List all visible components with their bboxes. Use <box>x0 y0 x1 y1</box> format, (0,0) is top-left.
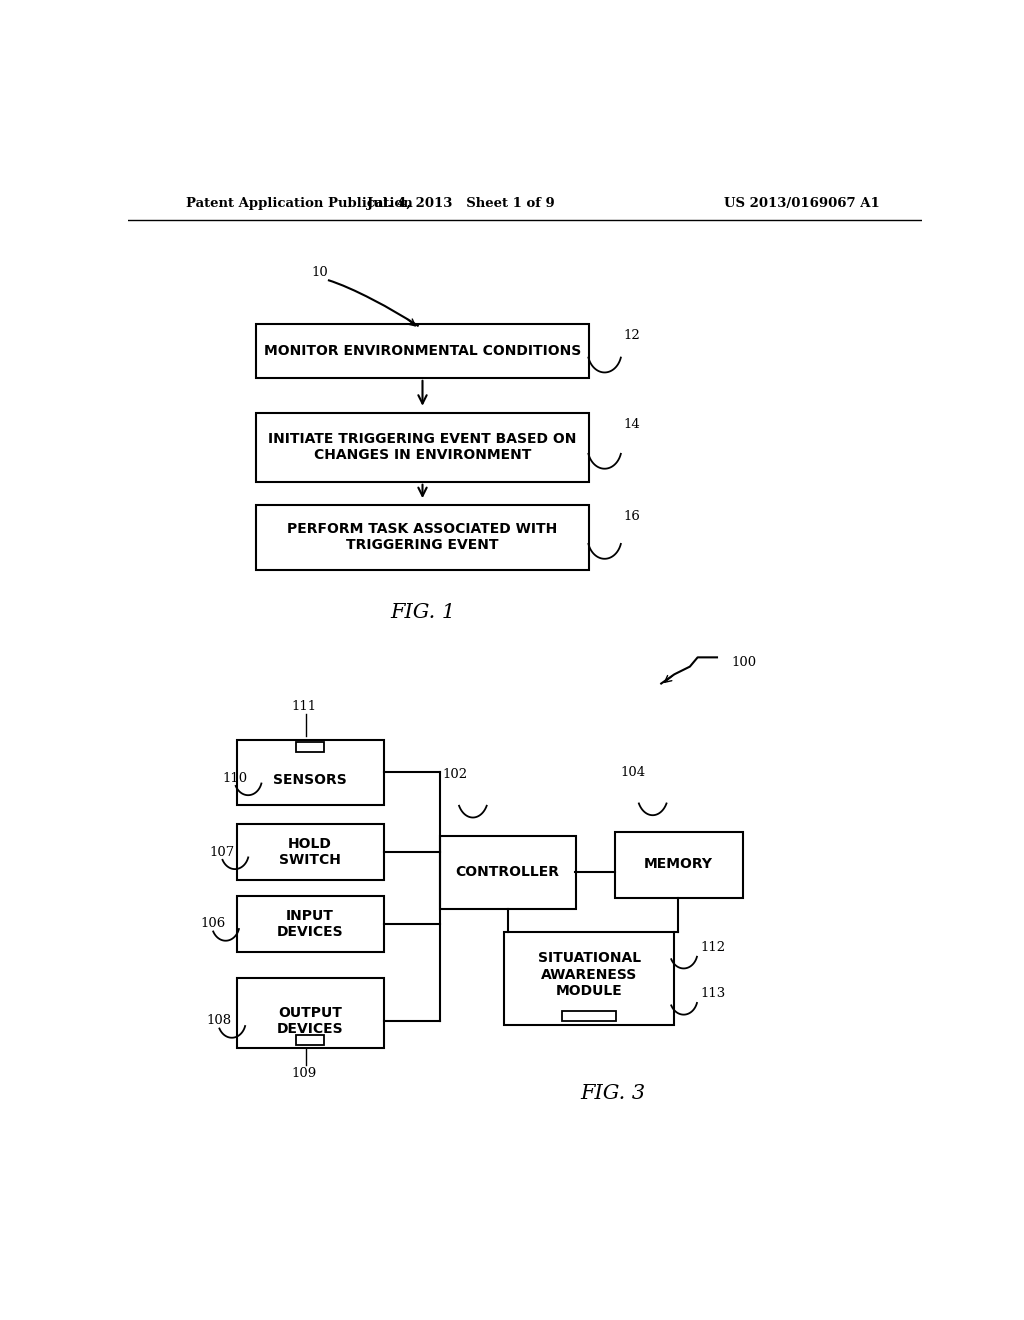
Text: INPUT
DEVICES: INPUT DEVICES <box>276 908 343 939</box>
Text: 109: 109 <box>291 1067 316 1080</box>
FancyBboxPatch shape <box>296 1035 324 1044</box>
FancyBboxPatch shape <box>237 978 384 1048</box>
Text: SITUATIONAL
AWARENESS
MODULE: SITUATIONAL AWARENESS MODULE <box>538 952 641 998</box>
Text: 111: 111 <box>292 700 316 713</box>
Text: SENSORS: SENSORS <box>273 772 347 787</box>
Text: 100: 100 <box>731 656 757 669</box>
Text: 10: 10 <box>312 265 329 279</box>
Text: HOLD
SWITCH: HOLD SWITCH <box>280 837 341 867</box>
Text: Patent Application Publication: Patent Application Publication <box>186 197 413 210</box>
Text: 104: 104 <box>621 766 646 779</box>
Text: 113: 113 <box>700 987 726 1001</box>
Text: 14: 14 <box>624 417 640 430</box>
Text: MEMORY: MEMORY <box>644 858 713 871</box>
Text: OUTPUT
DEVICES: OUTPUT DEVICES <box>276 1006 343 1036</box>
Text: 107: 107 <box>210 846 236 859</box>
FancyBboxPatch shape <box>440 836 575 909</box>
FancyBboxPatch shape <box>562 1011 616 1020</box>
Text: 106: 106 <box>201 917 226 931</box>
Text: MONITOR ENVIRONMENTAL CONDITIONS: MONITOR ENVIRONMENTAL CONDITIONS <box>264 345 582 358</box>
FancyBboxPatch shape <box>256 323 589 378</box>
Text: FIG. 3: FIG. 3 <box>580 1085 645 1104</box>
FancyBboxPatch shape <box>237 896 384 952</box>
Text: 112: 112 <box>700 941 726 954</box>
Text: INITIATE TRIGGERING EVENT BASED ON
CHANGES IN ENVIRONMENT: INITIATE TRIGGERING EVENT BASED ON CHANG… <box>268 432 577 462</box>
Text: 12: 12 <box>624 329 640 342</box>
FancyBboxPatch shape <box>256 412 589 482</box>
FancyBboxPatch shape <box>296 742 324 752</box>
FancyBboxPatch shape <box>256 506 589 570</box>
Text: Jul. 4, 2013   Sheet 1 of 9: Jul. 4, 2013 Sheet 1 of 9 <box>368 197 555 210</box>
FancyBboxPatch shape <box>504 932 675 1024</box>
FancyBboxPatch shape <box>237 825 384 880</box>
Text: CONTROLLER: CONTROLLER <box>456 865 560 879</box>
Text: US 2013/0169067 A1: US 2013/0169067 A1 <box>724 197 880 210</box>
Text: 108: 108 <box>207 1014 232 1027</box>
Text: FIG. 1: FIG. 1 <box>390 603 455 622</box>
Text: PERFORM TASK ASSOCIATED WITH
TRIGGERING EVENT: PERFORM TASK ASSOCIATED WITH TRIGGERING … <box>288 523 558 552</box>
Text: 110: 110 <box>222 772 248 785</box>
FancyBboxPatch shape <box>614 832 742 898</box>
Text: 16: 16 <box>624 510 640 523</box>
FancyBboxPatch shape <box>237 739 384 805</box>
Text: 102: 102 <box>442 768 468 781</box>
